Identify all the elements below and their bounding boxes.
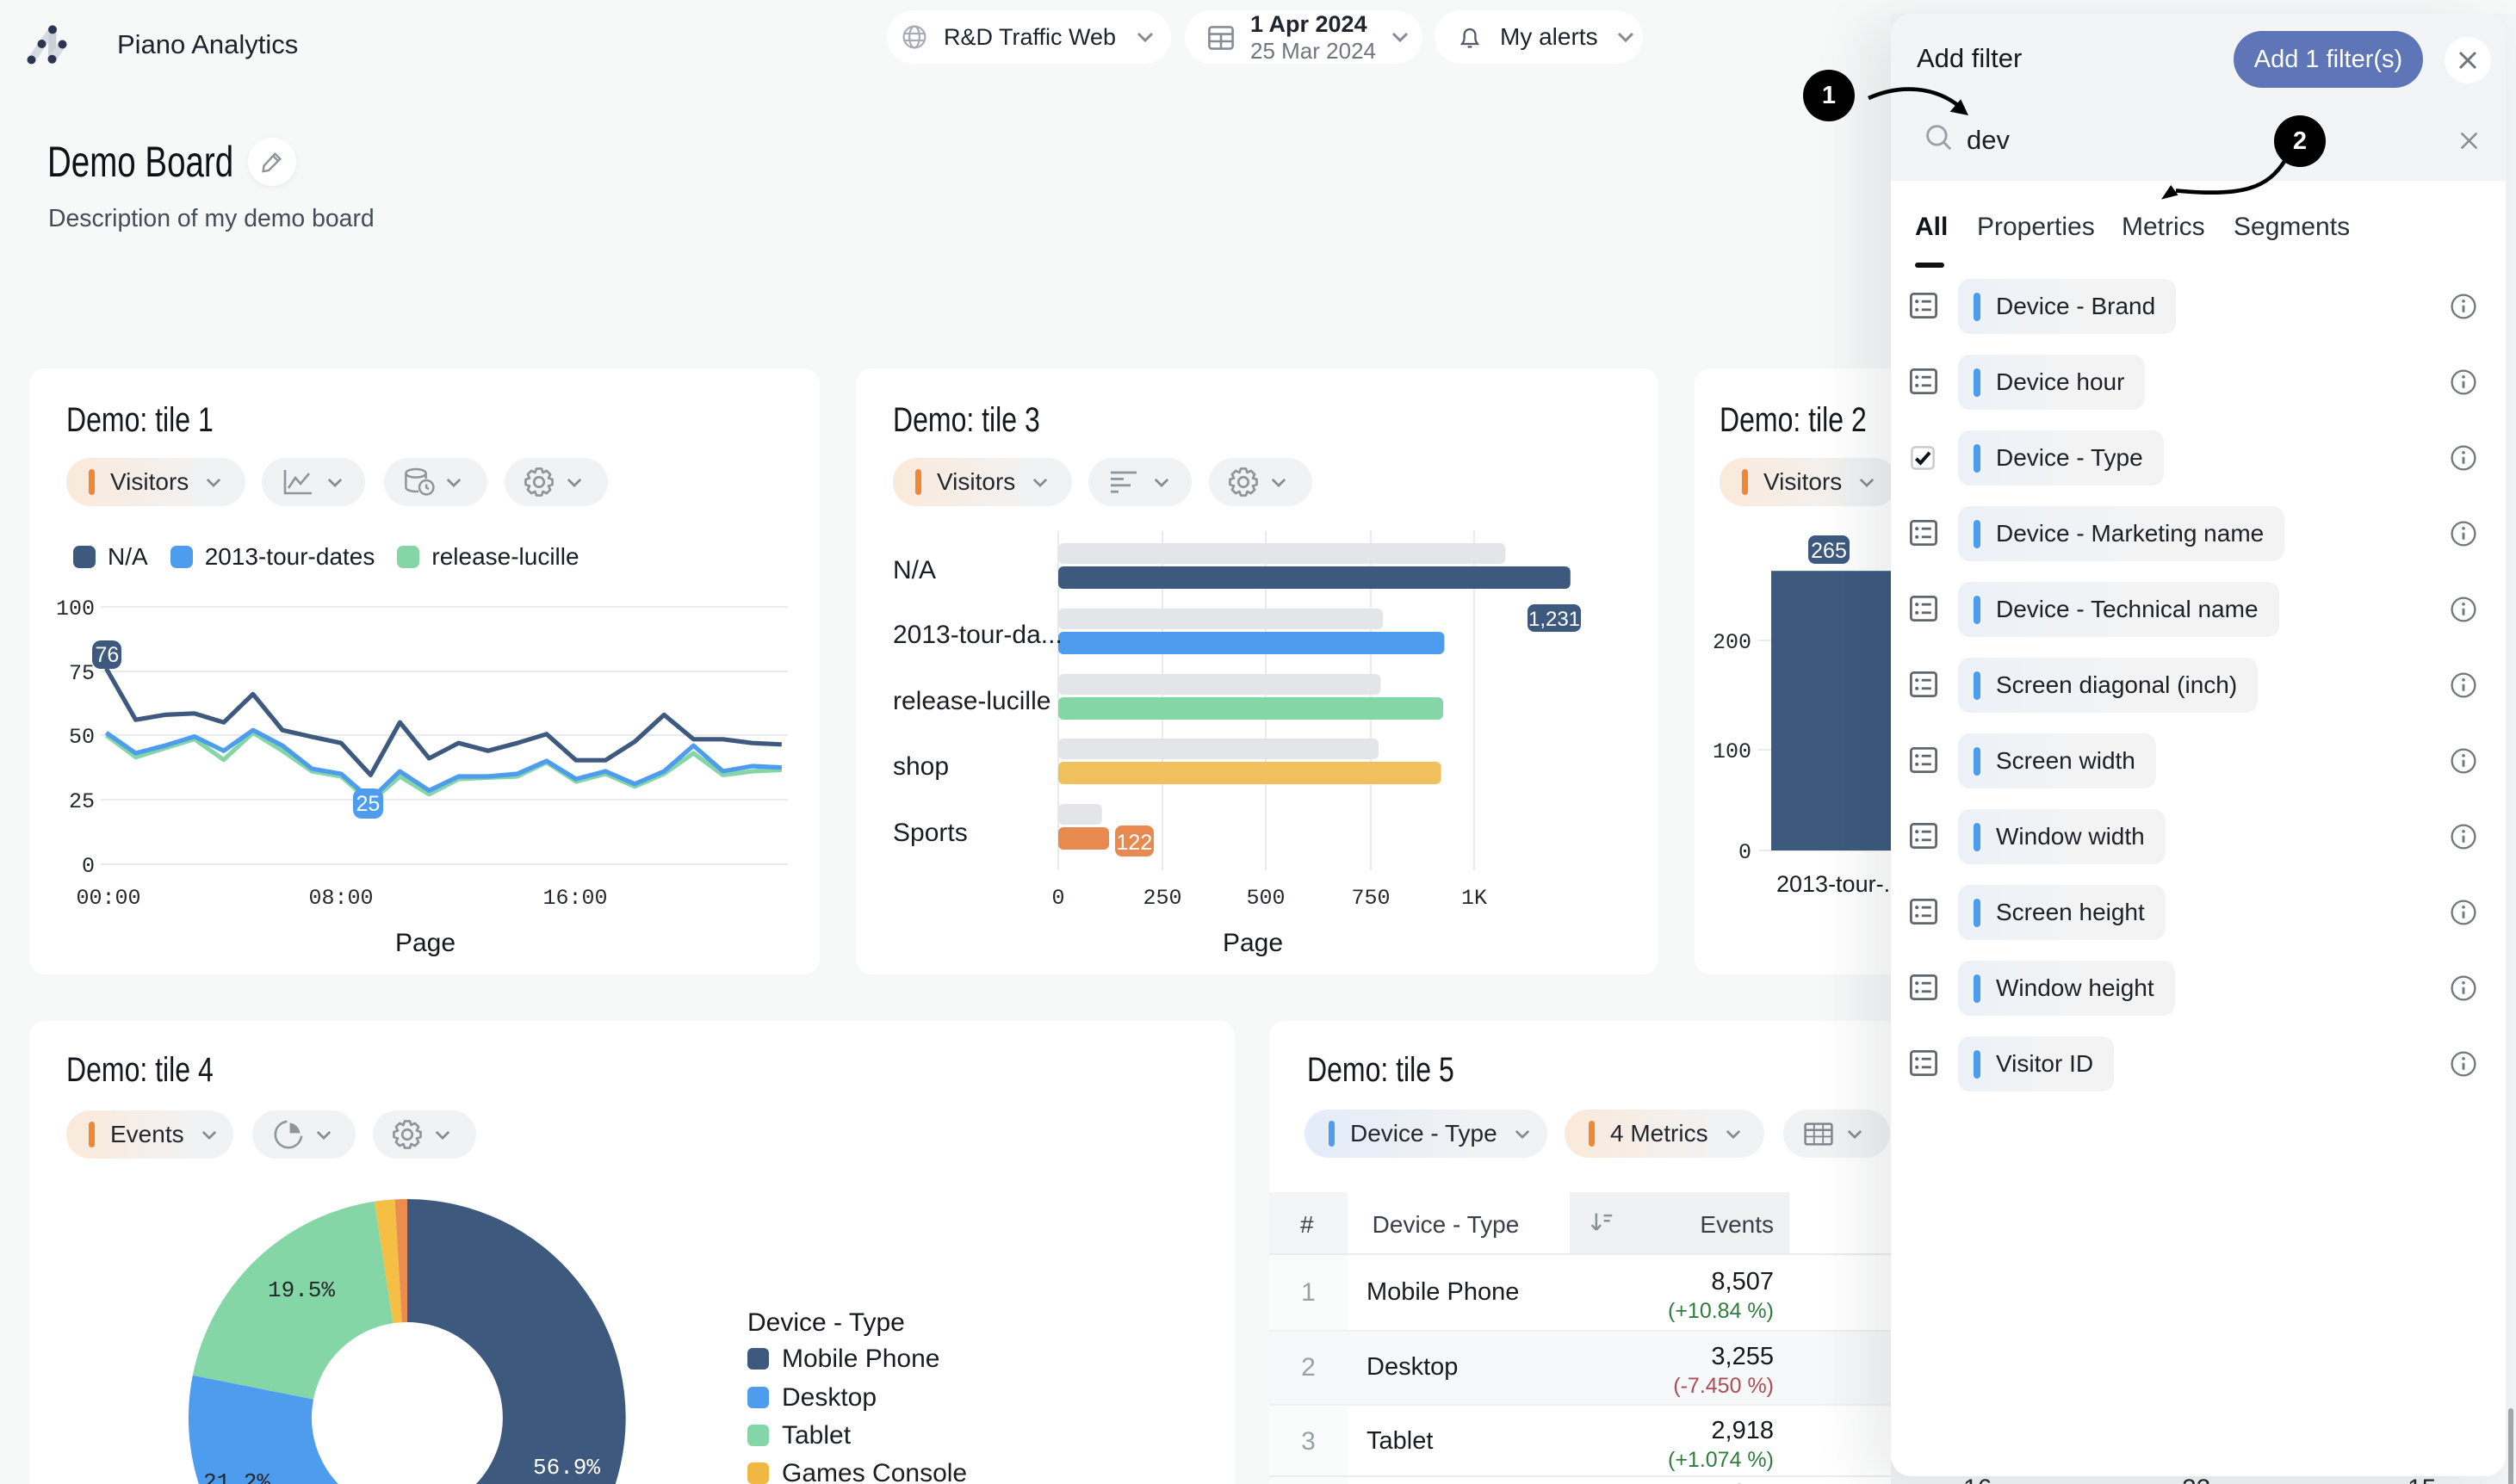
svg-text:00:00: 00:00 <box>76 886 140 911</box>
svg-text:100: 100 <box>1713 739 1751 764</box>
svg-text:75: 75 <box>69 661 95 686</box>
svg-text:76: 76 <box>95 643 119 667</box>
svg-text:25: 25 <box>69 789 95 814</box>
svg-text:21.2%: 21.2% <box>203 1469 270 1484</box>
svg-text:250: 250 <box>1143 886 1181 911</box>
svg-text:Page: Page <box>1223 929 1283 957</box>
svg-text:release-lucille: release-lucille <box>893 687 1050 715</box>
svg-text:122: 122 <box>1117 831 1153 855</box>
svg-text:19.5%: 19.5% <box>268 1277 335 1303</box>
svg-text:0: 0 <box>1738 840 1751 865</box>
svg-text:500: 500 <box>1246 886 1285 911</box>
svg-text:16:00: 16:00 <box>542 886 607 911</box>
svg-text:Mobile Phone: Mobile Phone <box>782 1345 939 1373</box>
svg-text:100: 100 <box>56 597 95 621</box>
svg-text:1,231: 1,231 <box>1528 608 1580 631</box>
svg-text:750: 750 <box>1351 886 1390 911</box>
svg-text:Device - Type: Device - Type <box>747 1308 905 1337</box>
svg-text:08:00: 08:00 <box>308 886 373 911</box>
svg-text:25: 25 <box>356 792 380 816</box>
svg-text:Page: Page <box>395 929 455 957</box>
svg-text:1K: 1K <box>1461 886 1487 911</box>
svg-text:shop: shop <box>893 752 949 781</box>
svg-text:0: 0 <box>82 854 95 879</box>
svg-text:Games Console: Games Console <box>782 1459 967 1484</box>
svg-text:Tablet: Tablet <box>782 1421 852 1450</box>
svg-text:200: 200 <box>1713 630 1751 655</box>
svg-text:Desktop: Desktop <box>782 1383 877 1412</box>
svg-text:265: 265 <box>1811 539 1847 563</box>
svg-text:2013-tour-...: 2013-tour-... <box>1776 871 1903 897</box>
svg-text:56.9%: 56.9% <box>533 1455 600 1481</box>
svg-text:N/A: N/A <box>893 556 936 584</box>
svg-text:Sports: Sports <box>893 819 968 847</box>
svg-text:2013-tour-da...: 2013-tour-da... <box>893 621 1063 649</box>
svg-text:0: 0 <box>1051 886 1064 911</box>
svg-text:50: 50 <box>69 725 95 750</box>
